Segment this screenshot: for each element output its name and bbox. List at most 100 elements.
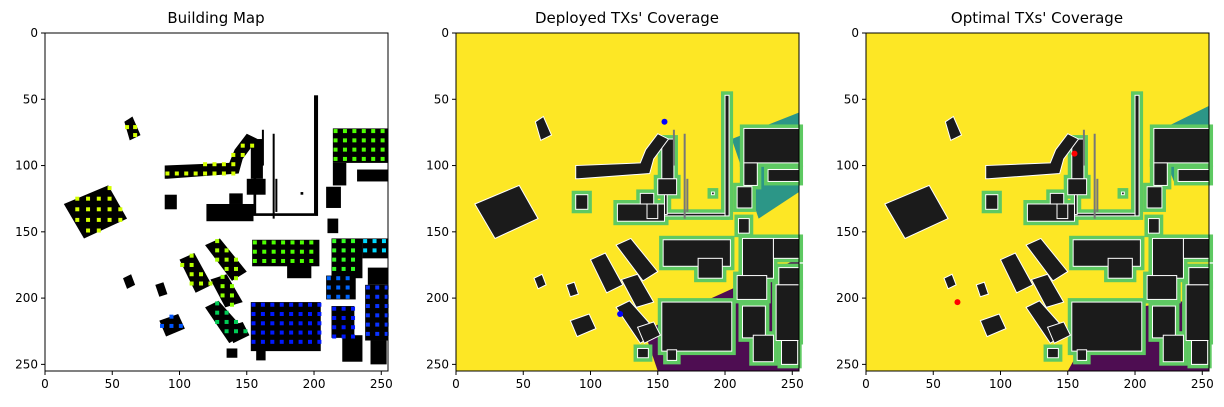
sensor-dot [363,239,368,244]
building [742,305,766,339]
building [985,133,1080,180]
building [1152,305,1176,339]
sensor-dot [215,239,220,244]
building [569,313,597,338]
sensor-dot [189,272,194,277]
building [250,139,263,179]
building [1067,178,1088,196]
building [246,178,266,195]
x-tick-label: 250 [1191,377,1214,391]
sensor-dot [281,249,286,254]
sensor-dot [224,248,229,253]
sensor-dot [352,129,357,134]
transmitter-marker [954,299,961,306]
sensor-dot [270,330,275,335]
building [657,178,678,196]
building [357,169,388,182]
sensor-dot [375,322,380,327]
building [663,212,726,217]
sensor-dot [279,302,284,307]
building [1134,94,1140,217]
y-tick-label: 250 [426,357,449,371]
sensor-dot [215,310,220,315]
sensor-dot [384,294,389,299]
sensor-dot [332,325,337,330]
sensor-dot [262,240,267,245]
y-tick-label: 50 [844,92,859,106]
building [1030,273,1065,308]
sensor-dot [326,276,331,281]
sensor-dot [345,285,350,290]
x-tick-label: 0 [452,377,460,391]
sensor-dot [299,240,304,245]
sensor-dot [184,171,189,176]
x-tick-label: 100 [989,377,1012,391]
sensor-dot [96,228,101,233]
sensor-dot [375,304,380,309]
sensor-dot [224,329,229,334]
sensor-dot [125,125,130,130]
building [1046,321,1072,344]
building [1056,203,1069,220]
sensor-dot [307,330,312,335]
sensor-dot [351,257,356,262]
x-tick-label: 150 [646,377,669,391]
y-tick-label: 0 [441,26,449,40]
building [226,348,238,358]
transmitter-marker [661,118,668,125]
sensor-dot [375,285,380,290]
building [575,194,589,210]
sensor-dot [342,147,347,152]
y-tick-label: 150 [836,225,859,239]
building [342,335,363,362]
building [256,349,266,361]
building [229,193,243,204]
panel-optimal-coverage: Optimal TXs' Coverage 0 50 100 150 200 250050… [836,9,1214,391]
sensor-dot [203,171,208,176]
building [1146,186,1163,209]
building [210,274,243,308]
sensor-dot [262,249,267,254]
sensor-dot [352,156,357,161]
sensor-dot [365,313,370,318]
x-tick-label: 200 [1124,377,1147,391]
sensor-dot [118,217,123,222]
sensor-dot [271,240,276,245]
sensor-dot [307,321,312,326]
sensor-dot [215,248,220,253]
sensor-dot [251,339,256,344]
sensor-dot [371,138,376,143]
sensor-dot [332,257,337,262]
sensor-dot [260,302,265,307]
building [1188,267,1210,286]
sensor-dot [351,239,356,244]
sensor-dot [96,207,101,212]
sensor-dot [333,138,338,143]
sensor-dot [341,239,346,244]
sensor-dot [290,258,295,263]
building [332,162,347,186]
sensor-dot [336,294,341,299]
sensor-dot [351,266,356,271]
sensor-dot [298,312,303,317]
sensor-dot [75,196,80,201]
building [646,203,659,220]
building [999,252,1034,294]
sensor-dot [133,125,138,130]
sensor-dot [361,129,366,134]
building [661,301,733,352]
building [743,162,758,186]
building [365,284,388,341]
sensor-dot [290,249,295,254]
sensor-dot [251,330,256,335]
x-tick-label: 250 [370,377,393,391]
sensor-dot [252,240,257,245]
building [943,273,957,290]
sensor-dot [260,321,265,326]
building [253,213,315,216]
building [975,281,990,298]
building [1152,237,1184,279]
x-tick-label: 50 [926,377,941,391]
sensor-dot [234,329,239,334]
x-tick-label: 200 [303,377,326,391]
